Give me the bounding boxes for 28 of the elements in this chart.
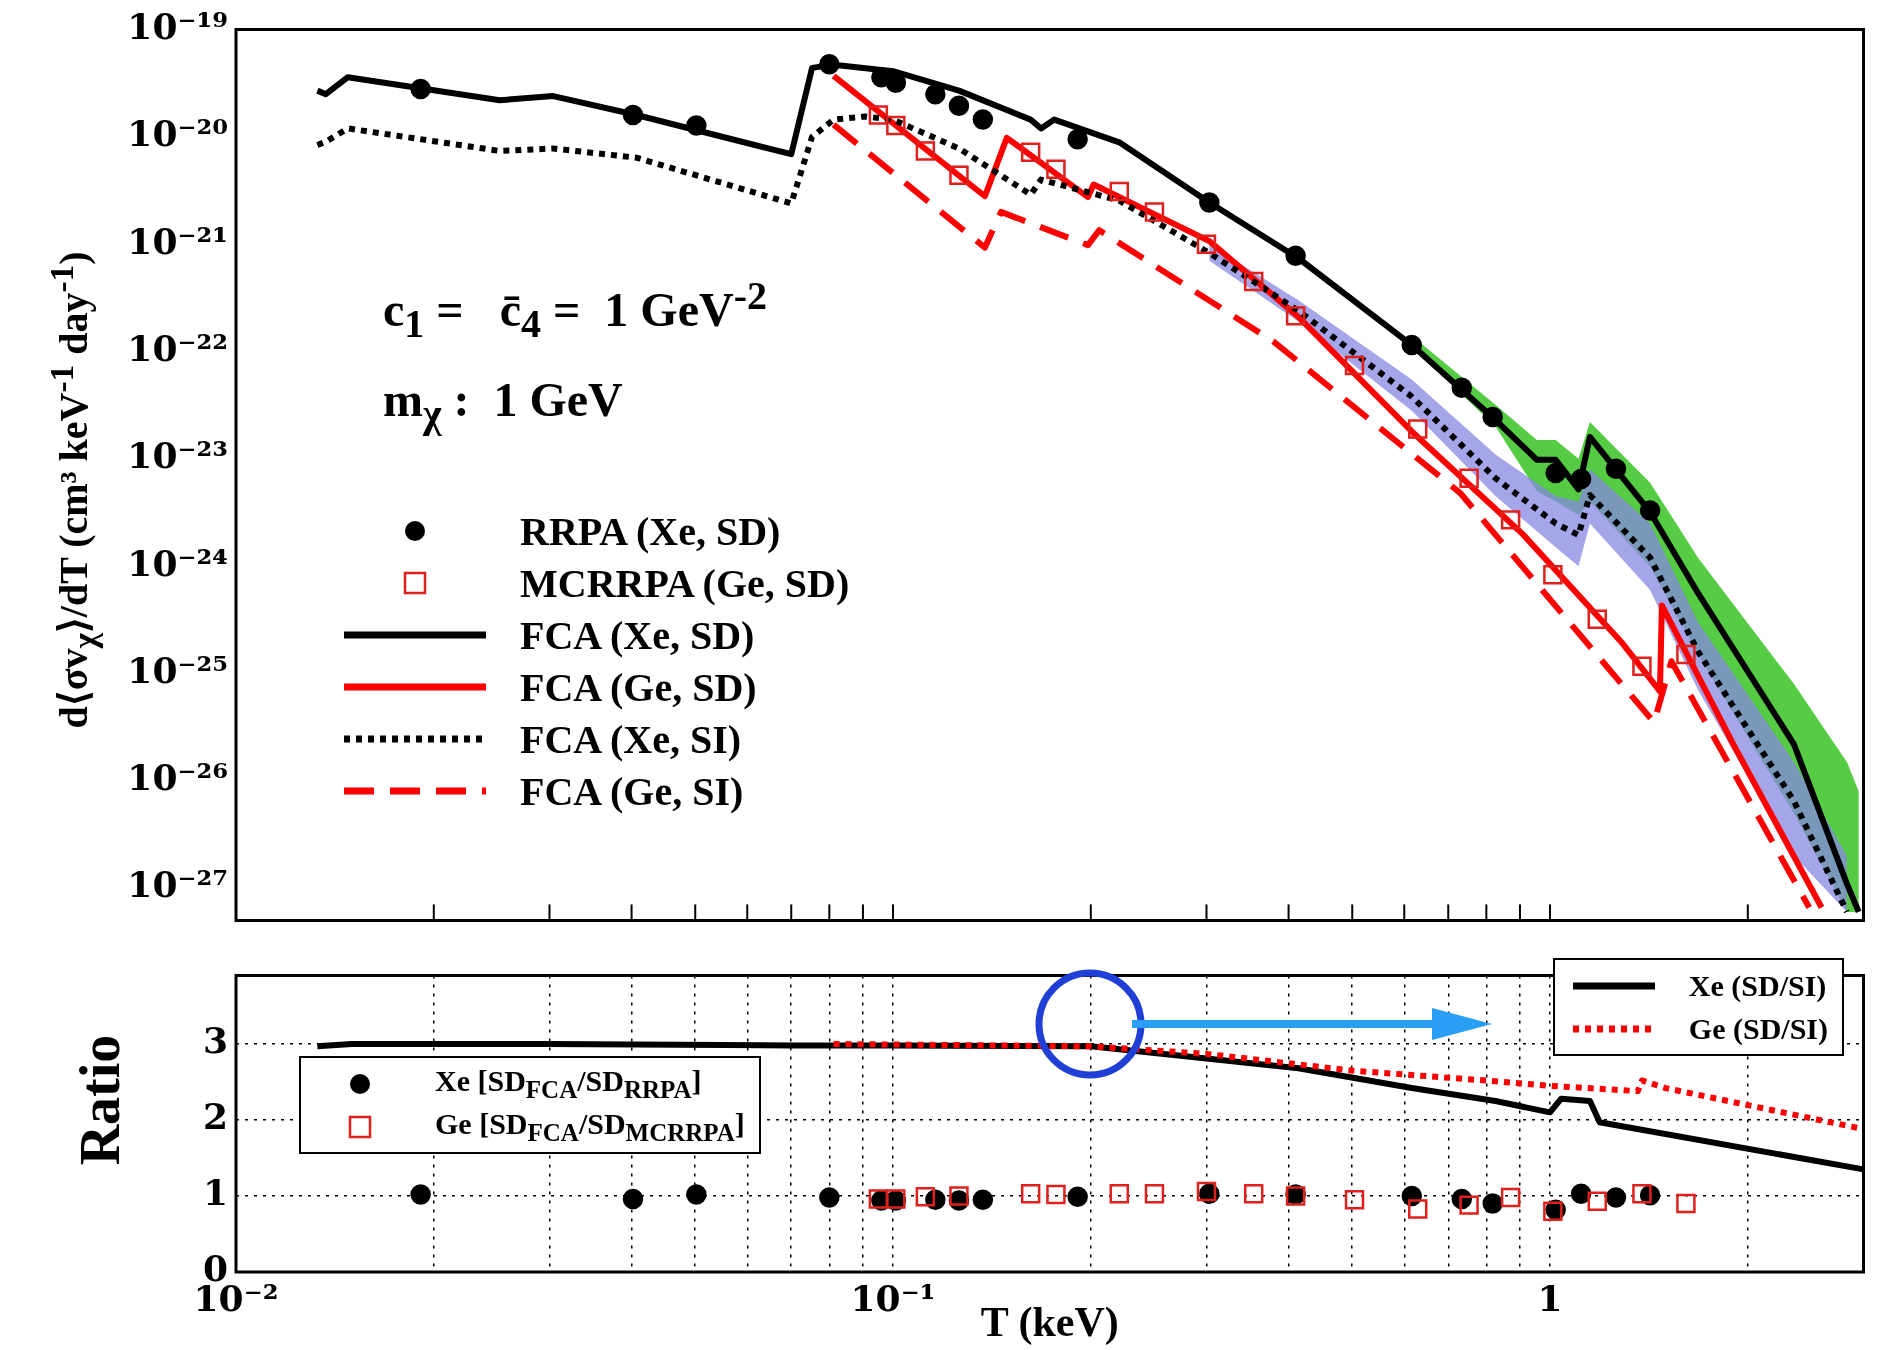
y-tick-label: 1	[202, 1171, 228, 1214]
x-axis-title: T (keV)	[980, 1298, 1119, 1346]
legend-label: RRPA (Xe, SD)	[520, 507, 781, 555]
y-tick-label: 2	[202, 1095, 228, 1138]
y-axis-title: Ratio	[69, 1034, 131, 1166]
annotation: m$_{χ}$ : 1 GeV	[383, 372, 623, 437]
y-tick-label: 10⁻²⁴	[127, 541, 228, 584]
legend-label: FCA (Xe, SD)	[520, 611, 755, 659]
legend-label: MCRRPA (Ge, SD)	[520, 559, 850, 607]
y-tick-label: 10⁻²⁶	[127, 756, 228, 799]
legend-label: Xe (SD/SI)	[1688, 968, 1827, 1003]
legend-label: FCA (Ge, SD)	[520, 663, 757, 711]
y-tick-label: 10⁻²⁰	[127, 112, 228, 155]
y-tick-label: 10⁻²²	[127, 326, 228, 369]
legend-label: FCA (Ge, SI)	[520, 767, 744, 815]
y-tick-label: 10⁻¹⁹	[127, 4, 228, 47]
legend-label: Xe [SD$_{FCA}$/SD$_{RRPA}$]	[435, 1063, 702, 1104]
annotation: c$_{1}$ = c̄$_{4}$ = 1 GeV$^{-2}$	[383, 272, 767, 347]
y-tick-label: 3	[202, 1019, 228, 1062]
y-tick-label: 10⁻²⁵	[127, 648, 228, 691]
y-tick-label: 10⁻²⁷	[127, 863, 228, 906]
legend-label: Ge (SD/SI)	[1688, 1011, 1828, 1046]
y-tick-label: 10⁻²³	[127, 434, 228, 477]
x-tick-label: 10⁻¹	[850, 1276, 936, 1319]
legend-label: Ge [SD$_{FCA}$/SD$_{MCRRPA}$]	[435, 1106, 745, 1147]
y-tick-label: 10⁻²¹	[127, 219, 228, 262]
legend-label: FCA (Xe, SI)	[520, 715, 742, 763]
x-tick-label: 1	[1537, 1276, 1563, 1319]
